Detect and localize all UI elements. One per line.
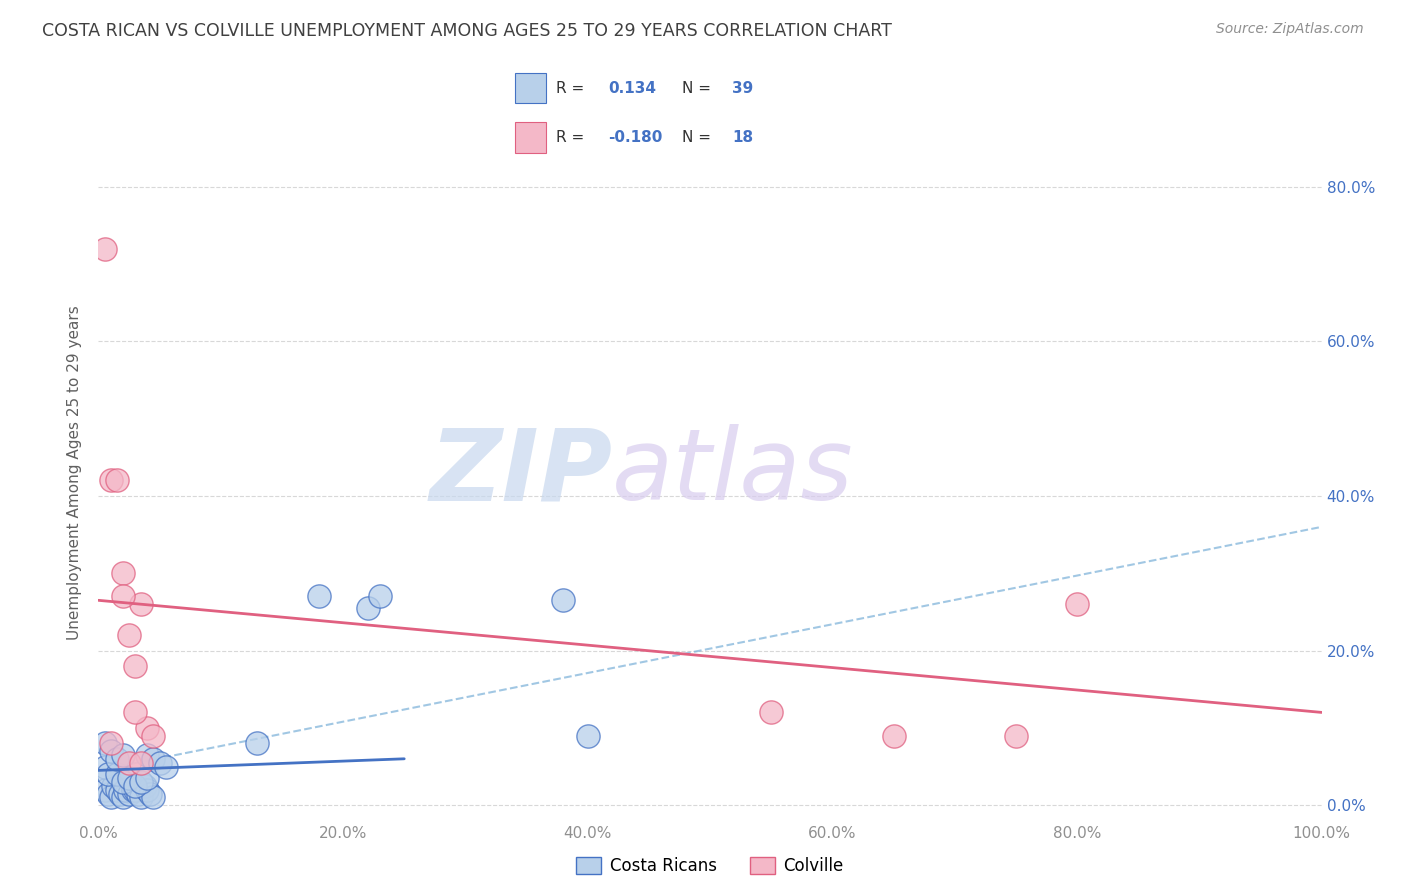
Text: 0.134: 0.134: [609, 80, 657, 95]
Point: [93, 782, 115, 797]
Point: [110, 787, 132, 801]
Point: [129, 790, 152, 805]
Point: [553, 593, 575, 607]
Y-axis label: Unemployment Among Ages 25 to 29 years: Unemployment Among Ages 25 to 29 years: [67, 305, 83, 640]
Point: [100, 744, 122, 758]
Point: [111, 566, 134, 581]
Text: R =: R =: [555, 130, 589, 145]
Point: [105, 474, 128, 488]
Text: -0.180: -0.180: [609, 130, 662, 145]
Point: [118, 771, 141, 785]
Point: [368, 590, 391, 604]
Point: [111, 747, 134, 762]
Point: [93, 242, 115, 256]
Point: [136, 771, 159, 785]
Point: [142, 752, 165, 766]
FancyBboxPatch shape: [516, 122, 547, 153]
Text: 39: 39: [733, 80, 754, 95]
Point: [129, 775, 152, 789]
Point: [136, 747, 159, 762]
Point: [124, 659, 146, 673]
Point: [100, 474, 122, 488]
Text: COSTA RICAN VS COLVILLE UNEMPLOYMENT AMONG AGES 25 TO 29 YEARS CORRELATION CHART: COSTA RICAN VS COLVILLE UNEMPLOYMENT AMO…: [42, 22, 891, 40]
Point: [129, 597, 152, 611]
Point: [124, 779, 146, 793]
Point: [93, 736, 115, 750]
Text: 18: 18: [733, 130, 754, 145]
Point: [142, 790, 165, 805]
Point: [105, 782, 128, 797]
Point: [356, 601, 378, 615]
Text: N =: N =: [682, 80, 716, 95]
Point: [121, 782, 143, 797]
Point: [124, 706, 146, 720]
Point: [100, 790, 122, 805]
Point: [111, 790, 134, 805]
Point: [127, 787, 149, 801]
Point: [118, 756, 141, 770]
Point: [246, 736, 269, 750]
Point: [124, 782, 146, 797]
Text: ZIP: ZIP: [429, 425, 612, 521]
Point: [1066, 597, 1088, 611]
Point: [149, 756, 172, 770]
Point: [105, 752, 128, 766]
Point: [883, 729, 905, 743]
Point: [134, 779, 156, 793]
Text: R =: R =: [555, 80, 589, 95]
Point: [136, 782, 159, 797]
Legend: Costa Ricans, Colville: Costa Ricans, Colville: [569, 850, 851, 882]
Point: [97, 767, 120, 781]
FancyBboxPatch shape: [516, 73, 547, 103]
Point: [111, 590, 134, 604]
Point: [129, 756, 152, 770]
Point: [576, 729, 599, 743]
Point: [111, 775, 134, 789]
Point: [114, 782, 136, 797]
Point: [155, 759, 177, 773]
Point: [118, 628, 141, 642]
Point: [93, 759, 115, 773]
Text: Source: ZipAtlas.com: Source: ZipAtlas.com: [1216, 22, 1364, 37]
Point: [118, 787, 141, 801]
Point: [136, 721, 159, 735]
Point: [142, 729, 165, 743]
Point: [100, 736, 122, 750]
Point: [101, 779, 124, 793]
Point: [761, 706, 783, 720]
Point: [1004, 729, 1026, 743]
Point: [97, 787, 120, 801]
Text: N =: N =: [682, 130, 716, 145]
Point: [308, 590, 330, 604]
Point: [105, 767, 128, 781]
Point: [139, 787, 162, 801]
Text: atlas: atlas: [612, 425, 853, 521]
